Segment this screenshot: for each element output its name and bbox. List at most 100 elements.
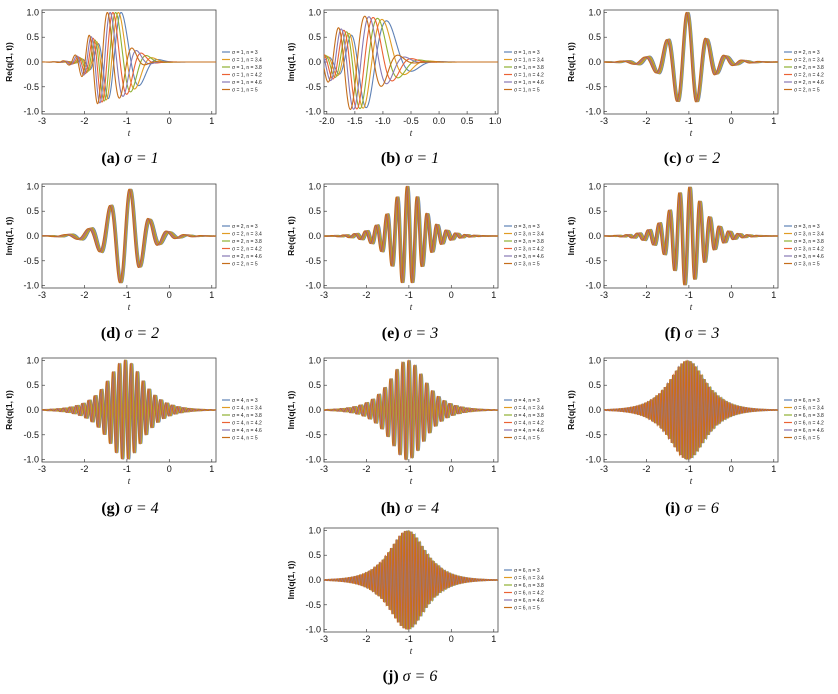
y-axis-label: Re(q(1, t))	[4, 390, 14, 430]
y-tick-label: -0.5	[305, 430, 321, 440]
y-tick-label: 0.5	[308, 206, 321, 216]
y-tick-label: -0.5	[305, 82, 321, 92]
x-axis-label: t	[410, 302, 413, 312]
legend-label: σ = 1, n = 4.2	[232, 72, 262, 78]
legend-label: σ = 4, n = 4.2	[514, 420, 544, 426]
legend-label: σ = 6, n = 3.4	[794, 405, 824, 411]
caption-sigma: σ = 4	[404, 500, 440, 517]
x-tick-label: -3	[600, 116, 608, 126]
legend-label: σ = 4, n = 5	[232, 435, 258, 441]
caption-e: (e) σ = 3	[290, 325, 530, 343]
caption-b: (b) σ = 1	[290, 150, 530, 168]
legend-label: σ = 2, n = 3.8	[232, 239, 262, 245]
chart-e: -3 -2 -1 0 1 -1.0 -0.5 0.0 0.5 1.0 Re(q(1, t)) t σ =…	[286, 181, 544, 312]
legend-label: σ = 6, n = 3.4	[514, 575, 544, 581]
y-tick-label: -0.5	[585, 82, 601, 92]
y-tick-label: 0.0	[308, 57, 321, 67]
x-tick-label: -2	[362, 464, 370, 474]
y-tick-label: -1.0	[305, 107, 321, 117]
caption-sigma: σ = 3	[684, 325, 720, 342]
legend-label: σ = 3, n = 3.4	[794, 231, 824, 237]
legend-label: σ = 2, n = 3.4	[232, 231, 262, 237]
y-tick-label: -1.0	[305, 281, 321, 291]
x-tick-label: 0	[729, 464, 734, 474]
caption-label: (h)	[380, 500, 401, 517]
legend-label: σ = 2, n = 3.8	[794, 65, 824, 71]
caption-label: (e)	[381, 325, 400, 342]
caption-i: (i) σ = 6	[572, 500, 812, 518]
x-axis-label: t	[128, 476, 131, 486]
y-tick-label: 0.0	[26, 57, 39, 67]
y-tick-label: 0.5	[588, 206, 601, 216]
caption-label: (i)	[665, 500, 681, 517]
series-line	[42, 188, 216, 284]
x-tick-label: -3	[320, 464, 328, 474]
legend-label: σ = 1, n = 5	[232, 87, 258, 93]
y-tick-label: -0.5	[305, 256, 321, 266]
caption-a: (a) σ = 1	[10, 150, 250, 168]
x-axis-label: t	[690, 128, 693, 138]
legend-label: σ = 4, n = 4.2	[232, 420, 262, 426]
legend-label: σ = 3, n = 4.2	[794, 246, 824, 252]
y-tick-label: 1.0	[308, 355, 321, 365]
x-axis-label: t	[410, 646, 413, 656]
caption-label: (a)	[101, 150, 120, 167]
caption-sigma: σ = 6	[402, 668, 438, 685]
x-tick-label: -1.5	[347, 116, 363, 126]
chart-panel-j: -3 -2 -1 0 1 -1.0 -0.5 0.0 0.5 1.0 Im(q(1, t)) t σ =…	[282, 520, 544, 680]
legend-label: σ = 6, n = 5	[514, 605, 540, 611]
legend-label: σ = 3, n = 5	[794, 261, 820, 267]
x-axis-label: t	[410, 476, 413, 486]
y-tick-label: -0.5	[585, 430, 601, 440]
chart-panel-b: -2.0 -1.5 -1.0 -0.5 0.0 0.5 1.0 -1.0 -0.5 0.0 0.5 1…	[282, 2, 544, 162]
legend-label: σ = 1, n = 3	[232, 50, 258, 56]
chart-f: -3 -2 -1 0 1 -1.0 -0.5 0.0 0.5 1.0 Im(q(1, t)) t σ =…	[566, 181, 824, 312]
series-line	[324, 530, 498, 630]
legend-label: σ = 4, n = 3.4	[232, 405, 262, 411]
legend-label: σ = 2, n = 3	[232, 224, 258, 230]
series-line	[324, 359, 498, 461]
x-axis-label: t	[128, 128, 131, 138]
y-tick-label: 0.0	[308, 231, 321, 241]
series-line	[42, 11, 216, 103]
x-tick-label: -2	[642, 116, 650, 126]
legend-label: σ = 3, n = 3.4	[514, 231, 544, 237]
chart-panel-c: -3 -2 -1 0 1 -1.0 -0.5 0.0 0.5 1.0 Re(q(1, t)) t σ =…	[562, 2, 824, 162]
y-axis-label: Im(q(1, t))	[566, 216, 576, 255]
series-line	[42, 359, 216, 461]
chart-panel-e: -3 -2 -1 0 1 -1.0 -0.5 0.0 0.5 1.0 Re(q(1, t)) t σ =…	[282, 176, 544, 336]
caption-sigma: σ = 1	[123, 150, 159, 167]
legend-label: σ = 6, n = 3.8	[514, 583, 544, 589]
x-tick-label: -2	[80, 116, 88, 126]
y-tick-label: 0.5	[26, 380, 39, 390]
caption-sigma: σ = 3	[403, 325, 439, 342]
caption-f: (f) σ = 3	[572, 325, 812, 343]
legend-label: σ = 2, n = 3	[794, 50, 820, 56]
legend-label: σ = 2, n = 5	[232, 261, 258, 267]
x-tick-label: -2	[642, 464, 650, 474]
legend-label: σ = 1, n = 3.4	[514, 57, 544, 63]
y-axis-label: Re(q(1, t))	[566, 390, 576, 430]
y-tick-label: -0.5	[305, 600, 321, 610]
legend-label: σ = 4, n = 4.6	[514, 428, 544, 434]
x-tick-label: -1	[405, 290, 413, 300]
y-tick-label: -1.0	[585, 281, 601, 291]
caption-sigma: σ = 2	[124, 325, 160, 342]
chart-a: -3 -2 -1 0 1 -1.0 -0.5 0.0 0.5 1.0 Re(q(1, t)) t σ =…	[4, 7, 262, 138]
chart-h: -3 -2 -1 0 1 -1.0 -0.5 0.0 0.5 1.0 Im(q(1, t)) t σ =…	[286, 355, 544, 486]
legend-label: σ = 3, n = 3.8	[794, 239, 824, 245]
y-tick-label: 0.0	[588, 57, 601, 67]
caption-label: (c)	[663, 150, 682, 167]
legend-label: σ = 6, n = 3.8	[794, 413, 824, 419]
caption-label: (b)	[380, 150, 401, 167]
x-tick-label: 0	[729, 116, 734, 126]
y-tick-label: 1.0	[308, 181, 321, 191]
chart-panel-h: -3 -2 -1 0 1 -1.0 -0.5 0.0 0.5 1.0 Im(q(1, t)) t σ =…	[282, 350, 544, 510]
y-tick-label: 0.0	[588, 231, 601, 241]
series-line	[42, 11, 216, 105]
y-tick-label: 1.0	[308, 7, 321, 17]
y-tick-label: 1.0	[26, 7, 39, 17]
y-tick-label: 0.0	[308, 405, 321, 415]
x-tick-label: -1	[123, 116, 131, 126]
caption-g: (g) σ = 4	[10, 500, 250, 518]
